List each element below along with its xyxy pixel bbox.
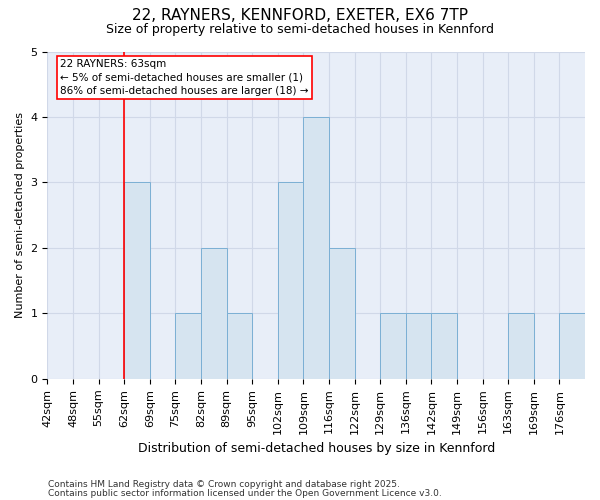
Bar [406,314,431,379]
X-axis label: Distribution of semi-detached houses by size in Kennford: Distribution of semi-detached houses by … [137,442,495,455]
Bar [278,182,304,379]
Text: Contains public sector information licensed under the Open Government Licence v3: Contains public sector information licen… [48,488,442,498]
Text: 22 RAYNERS: 63sqm
← 5% of semi-detached houses are smaller (1)
86% of semi-detac: 22 RAYNERS: 63sqm ← 5% of semi-detached … [60,60,309,96]
Bar [201,248,227,379]
Text: Contains HM Land Registry data © Crown copyright and database right 2025.: Contains HM Land Registry data © Crown c… [48,480,400,489]
Bar [124,182,150,379]
Bar [304,117,329,379]
Bar [431,314,457,379]
Bar [329,248,355,379]
Text: Size of property relative to semi-detached houses in Kennford: Size of property relative to semi-detach… [106,22,494,36]
Bar [227,314,252,379]
Bar [175,314,201,379]
Bar [380,314,406,379]
Text: 22, RAYNERS, KENNFORD, EXETER, EX6 7TP: 22, RAYNERS, KENNFORD, EXETER, EX6 7TP [132,8,468,22]
Bar [508,314,534,379]
Y-axis label: Number of semi-detached properties: Number of semi-detached properties [15,112,25,318]
Bar [559,314,585,379]
